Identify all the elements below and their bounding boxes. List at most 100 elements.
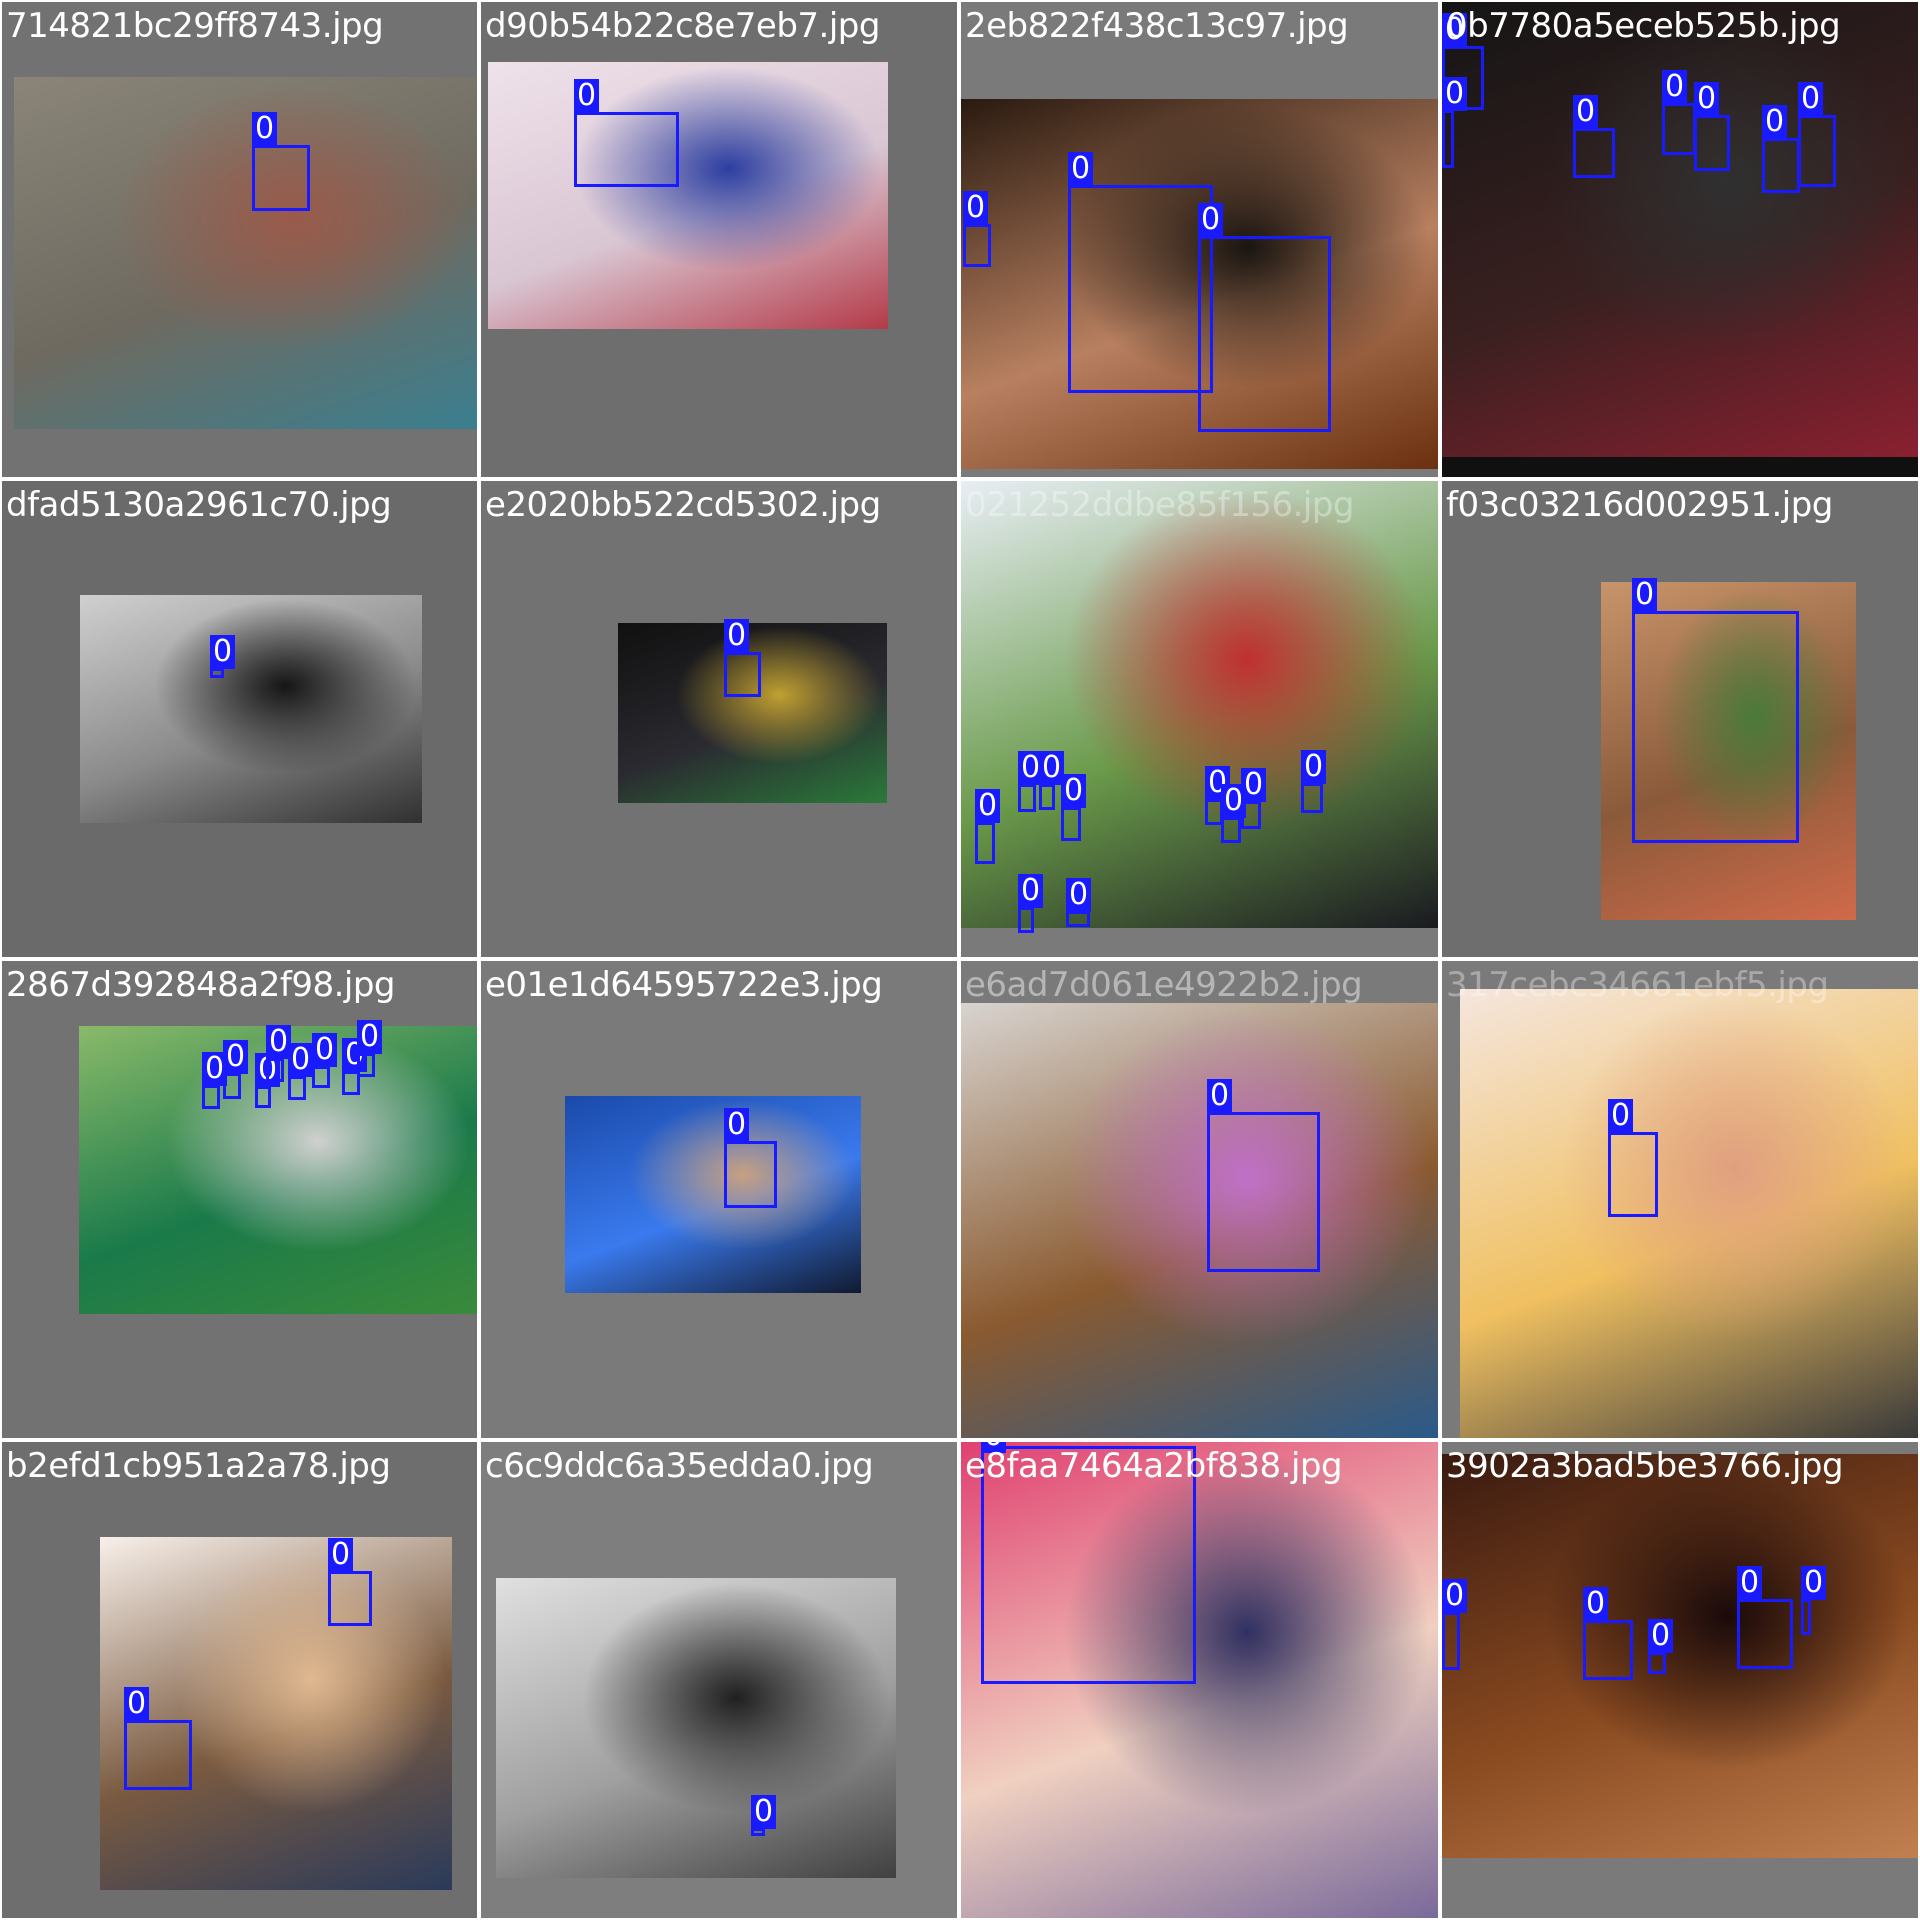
photo-thumbnail bbox=[1601, 582, 1856, 920]
face-bounding-box: 0 bbox=[1301, 750, 1327, 813]
mosaic-tile[interactable]: 0 e2020bb522cd5302.jpg bbox=[481, 481, 957, 957]
mosaic-tile[interactable]: 0 0 0 0 0 0 0 0b7780a5eceb525b.jpg bbox=[1442, 2, 1918, 477]
filename-label: c6c9ddc6a35edda0.jpg bbox=[485, 1446, 874, 1486]
class-label: 0 bbox=[1198, 203, 1224, 237]
face-bounding-box: 0 bbox=[1442, 1579, 1468, 1670]
mosaic-tile[interactable]: 0 dfad5130a2961c70.jpg bbox=[2, 481, 477, 957]
face-bounding-box: 0 bbox=[1442, 13, 1484, 110]
mosaic-tile[interactable]: 0 0 0 0 0 0 0 0 2867d392848a2f98.jpg bbox=[2, 961, 477, 1438]
class-label: 0 bbox=[574, 79, 600, 113]
mosaic-tile[interactable]: 0 e6ad7d061e4922b2.jpg bbox=[961, 961, 1438, 1438]
face-bounding-box: 0 bbox=[1632, 578, 1799, 843]
face-bounding-box: 0 bbox=[981, 1442, 1196, 1684]
face-bounding-box: 0 bbox=[1648, 1619, 1674, 1674]
class-label: 0 bbox=[1801, 1566, 1827, 1600]
face-bounding-box: 0 bbox=[1608, 1099, 1658, 1217]
class-label: 0 bbox=[1039, 751, 1065, 785]
face-bounding-box: 0 bbox=[751, 1795, 777, 1836]
class-label: 0 bbox=[328, 1538, 354, 1572]
face-bounding-box: 0 bbox=[1198, 203, 1331, 432]
filename-label: dfad5130a2961c70.jpg bbox=[6, 485, 392, 525]
photo-thumbnail bbox=[565, 1096, 861, 1293]
face-bounding-box: 0 bbox=[1801, 1566, 1827, 1635]
face-bounding-box: 0 bbox=[312, 1033, 338, 1088]
photo-thumbnail bbox=[488, 62, 888, 329]
filename-label: f03c03216d002951.jpg bbox=[1446, 485, 1833, 525]
mosaic-tile[interactable]: 0 317cebc34661ebf5.jpg bbox=[1442, 961, 1918, 1438]
face-bounding-box: 0 bbox=[1066, 878, 1092, 927]
face-bounding-box: 0 bbox=[210, 635, 236, 678]
class-label: 0 bbox=[1662, 70, 1688, 104]
class-label: 0 bbox=[1442, 77, 1468, 111]
mosaic-tile[interactable]: 0 0 b2efd1cb951a2a78.jpg bbox=[2, 1442, 477, 1918]
photo-thumbnail bbox=[618, 623, 887, 803]
filename-label: 2eb822f438c13c97.jpg bbox=[965, 6, 1349, 46]
photo-thumbnail bbox=[1460, 989, 1918, 1438]
filename-label: 2867d392848a2f98.jpg bbox=[6, 965, 396, 1005]
filename-label: d90b54b22c8e7eb7.jpg bbox=[485, 6, 880, 46]
face-bounding-box: 0 bbox=[724, 1108, 777, 1208]
face-bounding-box: 0 bbox=[328, 1538, 372, 1626]
class-label: 0 bbox=[1442, 13, 1468, 47]
face-bounding-box: 0 bbox=[1241, 768, 1267, 829]
class-label: 0 bbox=[1301, 750, 1327, 784]
filename-label: 714821bc29ff8743.jpg bbox=[6, 6, 384, 46]
class-label: 0 bbox=[1018, 874, 1044, 908]
filename-label: e2020bb522cd5302.jpg bbox=[485, 485, 881, 525]
class-label: 0 bbox=[1442, 1579, 1468, 1613]
photo-thumbnail bbox=[1442, 1454, 1918, 1858]
mosaic-tile[interactable]: 0 e8faa7464a2bf838.jpg bbox=[961, 1442, 1438, 1918]
photo-thumbnail bbox=[496, 1578, 896, 1878]
class-label: 0 bbox=[1061, 774, 1087, 808]
photo-thumbnail bbox=[100, 1537, 452, 1890]
face-bounding-box: 0 bbox=[975, 789, 1001, 864]
class-label: 0 bbox=[981, 1442, 1007, 1453]
filename-label: 021252ddbe85f156.jpg bbox=[965, 485, 1355, 525]
face-bounding-box: 0 bbox=[202, 1052, 228, 1109]
photo-thumbnail bbox=[961, 481, 1438, 928]
mosaic-tile[interactable]: 0 d90b54b22c8e7eb7.jpg bbox=[481, 2, 957, 477]
mosaic-tile[interactable]: 0 0 0 2eb822f438c13c97.jpg bbox=[961, 2, 1438, 477]
mosaic-tile[interactable]: 0 0 0 0 0 0 0 0 0 0 021252ddbe85f156.jpg bbox=[961, 481, 1438, 957]
filename-label: e01e1d64595722e3.jpg bbox=[485, 965, 883, 1005]
photo-thumbnail bbox=[14, 77, 477, 429]
face-bounding-box: 0 bbox=[1583, 1587, 1633, 1680]
mosaic-tile[interactable]: 0 714821bc29ff8743.jpg bbox=[2, 2, 477, 477]
class-label: 0 bbox=[288, 1043, 314, 1077]
filename-label: 0b7780a5eceb525b.jpg bbox=[1446, 6, 1841, 46]
face-bounding-box: 0 bbox=[1798, 82, 1836, 187]
face-bounding-box: 0 bbox=[266, 1025, 292, 1082]
class-label: 0 bbox=[963, 191, 989, 225]
face-bounding-box: 0 bbox=[724, 619, 761, 697]
class-label: 0 bbox=[1207, 1079, 1233, 1113]
class-label: 0 bbox=[724, 1108, 750, 1142]
face-bounding-box: 0 bbox=[1737, 1566, 1793, 1669]
class-label: 0 bbox=[1573, 95, 1599, 129]
face-bounding-box: 0 bbox=[124, 1687, 192, 1790]
face-bounding-box: 0 bbox=[223, 1040, 249, 1099]
face-bounding-box: 0 bbox=[255, 1053, 281, 1108]
photo-thumbnail bbox=[961, 1003, 1438, 1438]
mosaic-tile[interactable]: 0 e01e1d64595722e3.jpg bbox=[481, 961, 957, 1438]
face-bounding-box: 0 bbox=[1039, 751, 1065, 810]
class-label: 0 bbox=[357, 1020, 383, 1054]
class-label: 0 bbox=[724, 619, 750, 653]
filename-label: 3902a3bad5be3766.jpg bbox=[1446, 1446, 1844, 1486]
filename-label: b2efd1cb951a2a78.jpg bbox=[6, 1446, 391, 1486]
class-label: 0 bbox=[1583, 1587, 1609, 1621]
face-bounding-box: 0 bbox=[1018, 751, 1044, 812]
face-bounding-box: 0 bbox=[574, 79, 679, 187]
mosaic-tile[interactable]: 0 c6c9ddc6a35edda0.jpg bbox=[481, 1442, 957, 1918]
mosaic-tile[interactable]: 0 f03c03216d002951.jpg bbox=[1442, 481, 1918, 957]
face-bounding-box: 0 bbox=[288, 1043, 314, 1100]
class-label: 0 bbox=[1632, 578, 1658, 612]
mosaic-tile[interactable]: 0 0 0 0 0 3902a3bad5be3766.jpg bbox=[1442, 1442, 1918, 1918]
class-label: 0 bbox=[223, 1040, 249, 1074]
face-bounding-box: 0 bbox=[1018, 874, 1044, 933]
class-label: 0 bbox=[124, 1687, 150, 1721]
photo-thumbnail bbox=[961, 1442, 1438, 1918]
face-bounding-box: 0 bbox=[1694, 82, 1730, 171]
class-label: 0 bbox=[1798, 82, 1824, 116]
class-label: 0 bbox=[312, 1033, 338, 1067]
